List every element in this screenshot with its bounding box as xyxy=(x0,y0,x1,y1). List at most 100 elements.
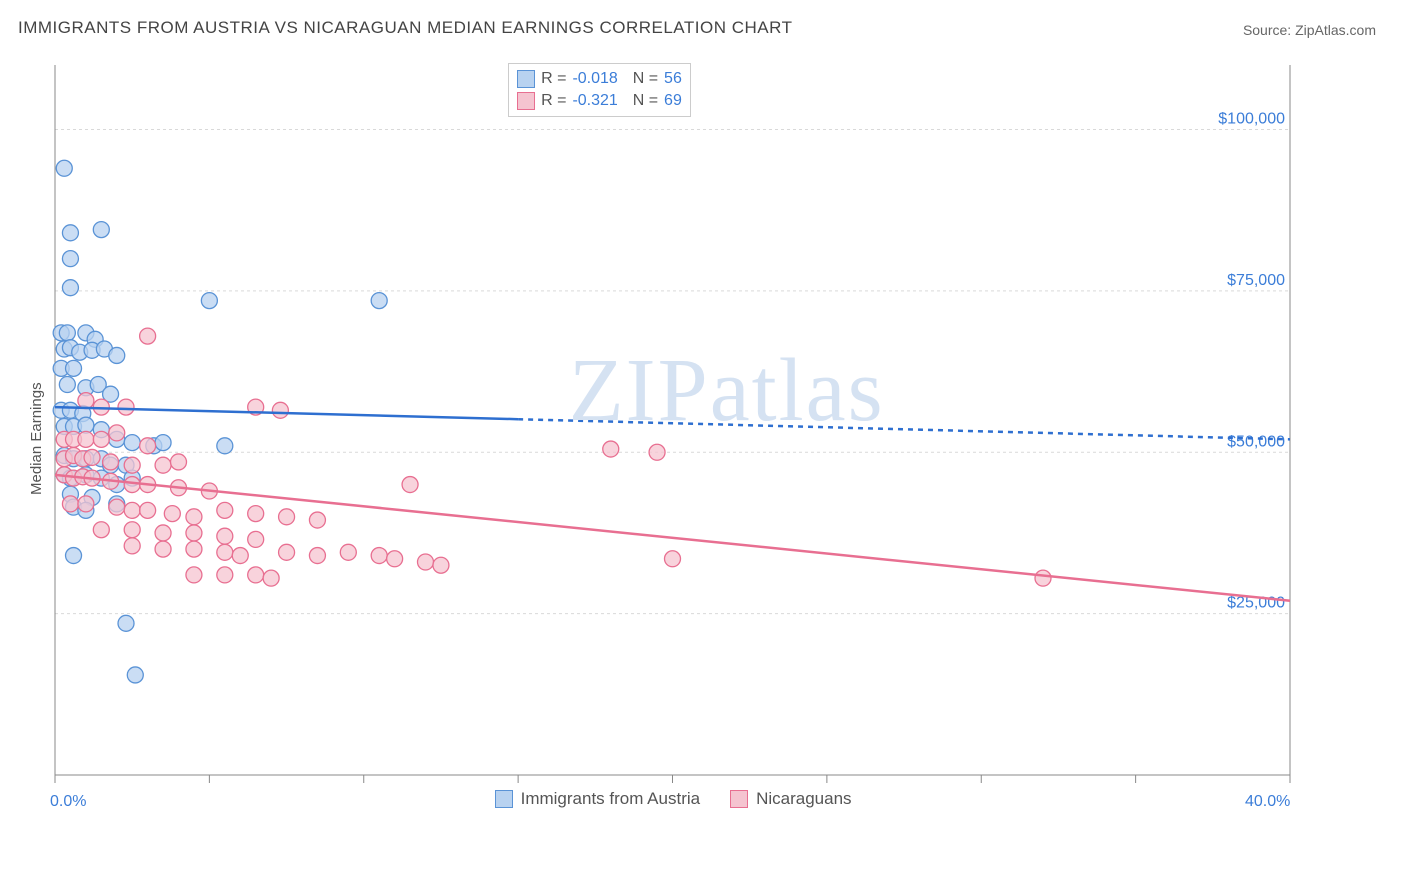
data-point xyxy=(263,570,279,586)
data-point xyxy=(186,541,202,557)
data-point xyxy=(279,544,295,560)
scatter-plot: $25,000$50,000$75,000$100,000 xyxy=(50,55,1350,815)
data-point xyxy=(279,509,295,525)
data-point xyxy=(62,496,78,512)
data-point xyxy=(217,438,233,454)
data-point xyxy=(186,567,202,583)
data-point xyxy=(217,502,233,518)
stat-n-value: 69 xyxy=(664,92,682,110)
data-point xyxy=(124,538,140,554)
data-point xyxy=(124,435,140,451)
data-point xyxy=(603,441,619,457)
data-point xyxy=(93,431,109,447)
y-tick-label: $100,000 xyxy=(1218,111,1285,128)
source-link[interactable]: ZipAtlas.com xyxy=(1295,22,1376,38)
trend-line-solid xyxy=(55,475,1290,601)
data-point xyxy=(124,522,140,538)
data-point xyxy=(109,425,125,441)
data-point xyxy=(248,531,264,547)
data-point xyxy=(402,477,418,493)
data-point xyxy=(109,499,125,515)
series-swatch xyxy=(517,70,535,88)
data-point xyxy=(62,225,78,241)
data-point xyxy=(66,360,82,376)
data-point xyxy=(387,551,403,567)
data-point xyxy=(118,615,134,631)
data-point xyxy=(309,512,325,528)
source-prefix: Source: xyxy=(1243,22,1295,38)
data-point xyxy=(62,251,78,267)
legend-item: Nicaraguans xyxy=(730,789,851,809)
y-tick-label: $50,000 xyxy=(1227,433,1285,450)
data-point xyxy=(62,280,78,296)
data-point xyxy=(56,160,72,176)
data-point xyxy=(140,502,156,518)
data-point xyxy=(371,293,387,309)
data-point xyxy=(118,399,134,415)
x-axis-max-label: 40.0% xyxy=(1245,793,1290,811)
data-point xyxy=(171,454,187,470)
data-point xyxy=(340,544,356,560)
y-tick-label: $75,000 xyxy=(1227,272,1285,289)
data-point xyxy=(433,557,449,573)
data-point xyxy=(1035,570,1051,586)
data-point xyxy=(84,449,100,465)
data-point xyxy=(232,548,248,564)
data-point xyxy=(248,567,264,583)
series-swatch xyxy=(517,92,535,110)
chart-title: IMMIGRANTS FROM AUSTRIA VS NICARAGUAN ME… xyxy=(18,18,792,38)
legend-label: Nicaraguans xyxy=(756,789,851,809)
legend-swatch xyxy=(730,790,748,808)
legend: Immigrants from Austria Nicaraguans xyxy=(495,789,852,809)
data-point xyxy=(103,454,119,470)
stat-row: R = -0.018 N = 56 xyxy=(517,68,682,90)
data-point xyxy=(109,347,125,363)
data-point xyxy=(93,222,109,238)
data-point xyxy=(140,438,156,454)
stat-n-value: 56 xyxy=(664,70,682,88)
data-point xyxy=(59,377,75,393)
data-point xyxy=(217,567,233,583)
stat-r-value: -0.018 xyxy=(572,70,617,88)
data-point xyxy=(309,548,325,564)
legend-label: Immigrants from Austria xyxy=(521,789,701,809)
data-point xyxy=(155,457,171,473)
data-point xyxy=(164,506,180,522)
data-point xyxy=(272,402,288,418)
data-point xyxy=(78,431,94,447)
data-point xyxy=(155,541,171,557)
x-axis-min-label: 0.0% xyxy=(50,793,86,811)
y-axis-label: Median Earnings xyxy=(28,383,45,496)
data-point xyxy=(66,548,82,564)
data-point xyxy=(186,509,202,525)
stat-n-label: N = xyxy=(624,92,658,110)
data-point xyxy=(127,667,143,683)
data-point xyxy=(217,528,233,544)
data-point xyxy=(649,444,665,460)
data-point xyxy=(155,525,171,541)
data-point xyxy=(665,551,681,567)
source-attribution: Source: ZipAtlas.com xyxy=(1243,22,1376,38)
trend-line-dashed xyxy=(518,419,1290,439)
stat-r-label: R = xyxy=(541,70,566,88)
data-point xyxy=(248,506,264,522)
data-point xyxy=(59,325,75,341)
stat-n-label: N = xyxy=(624,70,658,88)
data-point xyxy=(201,293,217,309)
data-point xyxy=(124,502,140,518)
data-point xyxy=(371,548,387,564)
data-point xyxy=(217,544,233,560)
data-point xyxy=(78,496,94,512)
data-point xyxy=(124,457,140,473)
stat-row: R = -0.321 N = 69 xyxy=(517,90,682,112)
correlation-stats-box: R = -0.018 N = 56R = -0.321 N = 69 xyxy=(508,63,691,117)
data-point xyxy=(418,554,434,570)
legend-swatch xyxy=(495,790,513,808)
data-point xyxy=(155,435,171,451)
stat-r-value: -0.321 xyxy=(572,92,617,110)
data-point xyxy=(140,328,156,344)
data-point xyxy=(93,522,109,538)
stat-r-label: R = xyxy=(541,92,566,110)
data-point xyxy=(186,525,202,541)
legend-item: Immigrants from Austria xyxy=(495,789,701,809)
